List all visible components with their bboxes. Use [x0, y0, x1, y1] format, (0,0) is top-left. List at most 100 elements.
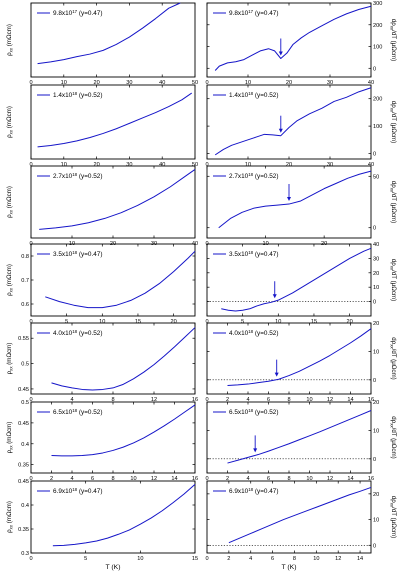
y-tick-label: 0.6	[21, 302, 29, 308]
arrow-head	[278, 51, 283, 56]
y-axis-label: dρxx/dT (μΩcm)	[389, 181, 397, 223]
x-tick-label: 4	[246, 476, 249, 482]
y-axis-label: ρxx (mΩcm)	[6, 343, 14, 375]
x-tick-label: 10	[245, 80, 251, 86]
y-tick-label: 10	[373, 518, 379, 524]
legend-label: 2.7x1018 (y=0.52)	[229, 172, 279, 180]
y-tick-label: 300	[373, 1, 382, 7]
plot-frame	[30, 84, 196, 160]
x-tick-label: 20	[93, 162, 99, 168]
chart-panel-7-left: 0 5 10 15 0.3 0.35 0.4 0.45 6.9x1018 (y=0.47) ρxx…	[6, 479, 198, 562]
x-tick-label: 0	[205, 556, 208, 562]
data-curve	[51, 327, 196, 391]
y-tick-label: 0	[373, 543, 376, 549]
x-tick-label: 30	[126, 162, 132, 168]
x-tick-label: 14	[357, 556, 363, 562]
legend-label: 9.8x1017 (y=0.47)	[53, 9, 103, 17]
y-tick-label: 0.8	[21, 254, 29, 260]
x-tick-label: 6	[91, 476, 94, 482]
x-tick-label: 4	[246, 397, 249, 403]
x-tick-label: 2	[226, 397, 229, 403]
y-axis-label: ρxx (mΩcm)	[6, 264, 14, 296]
x-tick-label: 0	[29, 319, 32, 325]
y-tick-label: 200	[373, 97, 382, 103]
y-tick-label: 20	[373, 271, 379, 277]
x-tick-label: 10	[137, 556, 143, 562]
x-tick-label: 8	[293, 556, 296, 562]
y-tick-label: 0.5	[21, 400, 29, 406]
chart-panel-6-left: 0 2 4 6 8 10 12 14 16 0.35 0.4 0.45 0.5 6.5x1018 (y=0…	[6, 400, 198, 482]
y-tick-label: 0.7	[21, 278, 29, 284]
y-axis-label: dρxx/dT (μΩcm)	[389, 496, 397, 538]
x-tick-label: 40	[368, 162, 374, 168]
legend-label: 4.0x1018 (y=0.52)	[229, 329, 279, 337]
y-axis-label: dρxx/dT (μΩcm)	[389, 101, 397, 143]
legend-label: 6.9x1018 (y=0.47)	[53, 487, 103, 495]
x-tick-label: 10	[245, 162, 251, 168]
chart-panel-2-left: 0 10 20 30 40 50 1.4x1018 (y=0.52) ρxx (mΩcm)	[6, 84, 198, 168]
y-tick-label: 0.35	[18, 527, 29, 533]
x-tick-label: 0	[29, 397, 32, 403]
chart-panel-5-left: 0 4 8 12 160.450.50.554.0x1018 (y=0.52)ρxx (…	[6, 322, 198, 403]
y-axis-label: ρxx (mΩcm)	[6, 422, 14, 454]
x-tick-label: 0	[205, 319, 208, 325]
x-tick-label: 15	[135, 319, 141, 325]
data-curve	[214, 5, 372, 71]
legend-label: 9.8x1017 (y=0.47)	[229, 9, 279, 17]
data-curve	[227, 328, 372, 386]
legend-label: 6.9x1018 (y=0.47)	[229, 487, 279, 495]
legend-label: 3.5x1018 (y=0.47)	[229, 250, 279, 258]
legend-label: 3.5x1018 (y=0.47)	[53, 250, 103, 258]
data-curve	[228, 486, 372, 544]
y-tick-label: 0.55	[18, 336, 29, 342]
x-tick-label: 10	[130, 476, 136, 482]
data-curve	[221, 247, 372, 312]
x-tick-label: 6	[271, 556, 274, 562]
chart-panel-7-right: 0 2 4 6 8 10 12 14 0 10 20 6.9x1018 (y=0.47) dρxx/dT…	[205, 480, 397, 562]
arrow-head	[272, 294, 277, 299]
y-tick-label: 0.45	[18, 387, 29, 393]
x-tick-label: 6	[267, 476, 270, 482]
legend-label: 2.7x1018 (y=0.52)	[53, 172, 103, 180]
x-tick-label: 30	[327, 162, 333, 168]
legend-label: 1.4x1018 (y=0.52)	[53, 91, 103, 99]
transition-arrow	[278, 115, 283, 133]
data-curve	[37, 92, 193, 148]
plot-frame	[206, 165, 372, 239]
x-tick-label: 5	[84, 556, 87, 562]
x-tick-label: 14	[347, 476, 353, 482]
x-tick-label: 40	[159, 80, 165, 86]
x-tick-label: 5	[65, 319, 68, 325]
x-tick-label: 10	[306, 397, 312, 403]
x-tick-label: 12	[327, 397, 333, 403]
data-curve	[51, 404, 196, 457]
y-axis-label: dρxx/dT (μΩcm)	[389, 337, 397, 379]
x-tick-label: 10	[99, 319, 105, 325]
x-tick-label: 12	[327, 476, 333, 482]
y-axis-label: dρxx/dT (μΩcm)	[389, 19, 397, 61]
x-tick-label: 0	[205, 476, 208, 482]
x-tick-label: 30	[126, 80, 132, 86]
x-tick-label: 2	[50, 476, 53, 482]
x-tick-label: 15	[311, 319, 317, 325]
y-tick-label: 0.3	[21, 551, 29, 557]
chart-panel-1-left: 0 10 20 30 40 50 9.8x1017 (y=0.47) ρxx (mΩcm)	[6, 2, 198, 86]
y-tick-label: 100	[373, 45, 382, 51]
y-axis-label: ρxx (mΩcm)	[6, 186, 14, 218]
y-tick-label: 0.45	[18, 421, 29, 427]
x-tick-label: 50	[192, 80, 198, 86]
y-tick-label: 0	[373, 300, 376, 306]
x-tick-label: 0	[29, 162, 32, 168]
x-tick-label: 0	[205, 162, 208, 168]
y-tick-label: 10	[373, 349, 379, 355]
x-tick-label: 0	[205, 397, 208, 403]
y-tick-label: 0	[373, 152, 376, 158]
y-tick-label: 20	[373, 492, 379, 498]
x-tick-label: 10	[61, 80, 67, 86]
y-tick-label: 0	[373, 66, 376, 72]
x-tick-label: 20	[286, 80, 292, 86]
x-tick-label: 50	[192, 162, 198, 168]
data-curve	[227, 410, 372, 464]
x-tick-label: 20	[286, 162, 292, 168]
